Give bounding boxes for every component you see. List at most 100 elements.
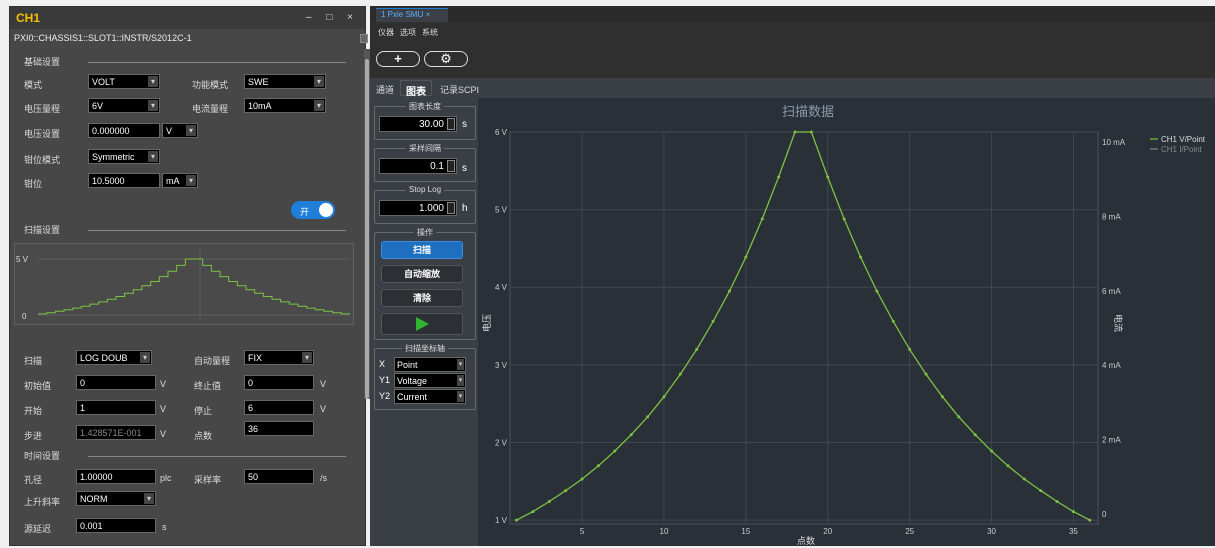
voltage-unit-value: V	[166, 126, 173, 136]
y1-axis-value: Voltage	[397, 376, 428, 386]
clamp-mode-select[interactable]: Symmetric ▾	[88, 149, 160, 164]
x-tick-label: 10	[660, 527, 669, 536]
data-point	[760, 217, 764, 221]
y-tick-label: 4 V	[495, 283, 508, 292]
start-label: 开始	[24, 406, 43, 416]
clamp-input[interactable]: 10.5000	[88, 173, 160, 188]
chevron-down-icon: ▾	[302, 352, 312, 363]
chevron-down-icon: ▾	[457, 375, 464, 386]
stop-value-label: 终止值	[194, 381, 222, 391]
add-button[interactable]: +	[376, 51, 420, 67]
sweep-chart[interactable]: 扫描数据 5 10 15 20 25 30 35 1 V 2 V 3 V 4 V 5 V 6 V 0 2 m…	[478, 98, 1215, 546]
y-tick-label: 1 V	[495, 516, 508, 525]
voltage-set-input[interactable]: 0.000000	[88, 123, 160, 138]
window-controls[interactable]: – □ ×	[306, 12, 359, 23]
slew-label: 上升斜率	[24, 497, 61, 507]
data-point	[564, 489, 568, 493]
voltage-range-select[interactable]: 6V ▾	[88, 98, 160, 113]
data-point	[596, 464, 600, 468]
spinner-arrows-icon[interactable]	[447, 202, 455, 214]
play-icon	[416, 317, 429, 331]
function-mode-select[interactable]: SWE ▾	[244, 74, 326, 89]
sweep-label: 扫描	[24, 356, 43, 366]
sample-rate-input[interactable]: 50	[244, 469, 314, 484]
sweep-preview-plot: 5 V 0	[14, 243, 354, 325]
output-toggle-label: 开	[300, 207, 310, 217]
voltage-set-label: 电压设置	[24, 129, 61, 139]
aperture-label: 孔径	[24, 475, 43, 485]
menu-instrument[interactable]: 仪器	[378, 28, 394, 37]
toolbar: + ⚙	[370, 42, 1215, 78]
gear-icon: ⚙	[440, 51, 452, 66]
start-value-input[interactable]: 0	[76, 375, 156, 390]
clear-button[interactable]: 清除	[381, 289, 463, 307]
slew-select[interactable]: NORM ▾	[76, 491, 156, 506]
y-tick-label: 2 V	[495, 438, 508, 447]
y2-tick-label: 10 mA	[1102, 138, 1126, 147]
x-tick-label: 35	[1069, 527, 1078, 536]
x-axis-label: 点数	[797, 535, 815, 546]
y2-tick-label: 2 mA	[1102, 436, 1121, 445]
sample-interval-group: 采样间隔 0.1 s	[374, 144, 476, 182]
mode-select[interactable]: VOLT ▾	[88, 74, 160, 89]
autoscale-button[interactable]: 自动缩放	[381, 265, 463, 283]
legend-entry: CH1 I/Point	[1161, 145, 1203, 154]
tab-pxie-smu[interactable]: 1 Pxie SMU ×	[376, 8, 448, 22]
y2-tick-label: 4 mA	[1102, 361, 1121, 370]
spinner-arrows-icon[interactable]	[447, 160, 455, 172]
stop-unit: V	[320, 404, 327, 414]
chart-length-unit: s	[462, 119, 467, 130]
scrollbar[interactable]	[364, 49, 370, 399]
settings-button[interactable]: ⚙	[424, 51, 468, 67]
stop-value-input[interactable]: 0	[244, 375, 314, 390]
chart-length-spinner[interactable]: 30.00	[379, 116, 457, 132]
data-point	[695, 347, 699, 351]
scan-button[interactable]: 扫描	[381, 241, 463, 259]
resource-path: PXI0::CHASSIS1::SLOT1::INSTR/S2012C-1	[14, 33, 192, 43]
sample-interval-spinner[interactable]: 0.1	[379, 158, 457, 174]
menu-options[interactable]: 选项	[400, 28, 416, 37]
chevron-down-icon: ▾	[148, 100, 158, 111]
data-point	[629, 433, 633, 437]
auto-range-value: FIX	[248, 353, 263, 363]
aperture-input[interactable]: 1.00000	[76, 469, 156, 484]
output-toggle[interactable]: 开	[291, 201, 335, 219]
sweep-select[interactable]: LOG DOUB ▾	[76, 350, 152, 365]
stop-log-value: 1.000	[418, 203, 444, 214]
chevron-down-icon: ▾	[186, 175, 196, 186]
chevron-down-icon: ▾	[457, 359, 464, 370]
data-point	[711, 319, 715, 323]
stop-input[interactable]: 6	[244, 400, 314, 415]
points-label: 点数	[194, 431, 213, 441]
current-range-select[interactable]: 10mA ▾	[244, 98, 326, 113]
data-point	[1006, 464, 1010, 468]
tab-scpi-log[interactable]: 记录SCPI	[440, 85, 480, 95]
y2-axis-select[interactable]: Y2 Current ▾	[377, 389, 467, 404]
menu-system[interactable]: 系统	[422, 28, 438, 37]
start-value-label: 初始值	[24, 381, 52, 391]
start-input[interactable]: 1	[76, 400, 156, 415]
resource-path-button[interactable]	[360, 34, 368, 43]
auto-range-select[interactable]: FIX ▾	[244, 350, 314, 365]
source-delay-input[interactable]: 0.001	[76, 518, 156, 533]
data-point	[662, 395, 666, 399]
scrollbar-thumb[interactable]	[365, 59, 369, 399]
data-point	[580, 477, 584, 481]
chevron-down-icon: ▾	[148, 151, 158, 162]
spinner-arrows-icon[interactable]	[447, 118, 455, 130]
voltage-unit-select[interactable]: V ▾	[162, 123, 198, 138]
sample-interval-value: 0.1	[430, 161, 444, 172]
sweep-chart-area: 扫描数据 5 10 15 20 25 30 35 1 V 2 V 3 V 4 V 5 V 6 V 0 2 m…	[478, 98, 1215, 546]
clamp-mode-value: Symmetric	[92, 152, 135, 162]
clamp-unit-select[interactable]: mA ▾	[162, 173, 198, 188]
points-input[interactable]: 36	[244, 421, 314, 436]
chart-title: 扫描数据	[782, 104, 834, 119]
stop-log-spinner[interactable]: 1.000	[379, 200, 457, 216]
y1-axis-select[interactable]: Y1 Voltage ▾	[377, 373, 467, 388]
x-axis-select[interactable]: X Point ▾	[377, 357, 467, 372]
tab-channel[interactable]: 通道	[376, 85, 395, 95]
tab-chart[interactable]: 图表	[400, 80, 432, 98]
x-tick-label: 20	[823, 527, 832, 536]
data-point	[744, 255, 748, 259]
run-button[interactable]	[381, 313, 463, 335]
